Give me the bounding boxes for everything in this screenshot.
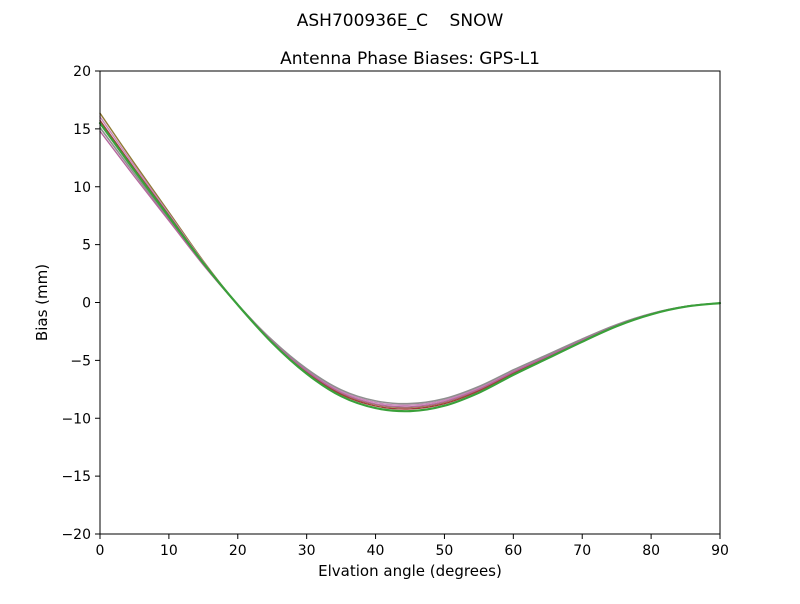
y-tick-label: 15 <box>73 122 91 138</box>
x-tick-label: 10 <box>160 543 178 559</box>
y-tick-label: 0 <box>82 296 91 312</box>
series-group <box>98 112 722 413</box>
x-tick-label: 0 <box>96 543 105 559</box>
series-line-trace-darkred <box>99 119 721 410</box>
x-tick-label: 30 <box>298 543 316 559</box>
series-line-trace-green <box>98 122 722 413</box>
x-tick-label: 60 <box>504 543 522 559</box>
series-line-trace-pink <box>99 116 721 406</box>
y-tick-label: −15 <box>61 469 91 485</box>
y-tick-label: 10 <box>73 180 91 196</box>
x-tick-label: 50 <box>436 543 454 559</box>
series-line-trace-gray <box>99 126 721 405</box>
y-tick-label: −20 <box>61 527 91 543</box>
figure-title: ASH700936E_C SNOW <box>297 11 504 31</box>
x-tick-label: 90 <box>711 543 729 559</box>
y-tick-label: 20 <box>73 64 91 80</box>
x-tick-label: 80 <box>642 543 660 559</box>
x-tick-label: 40 <box>367 543 385 559</box>
y-tick-label: 5 <box>82 238 91 254</box>
plot-area <box>99 70 721 535</box>
x-tick-label: 70 <box>573 543 591 559</box>
series-line-trace-orchid <box>99 130 721 408</box>
y-axis-label: Bias (mm) <box>33 264 51 341</box>
x-tick-label: 20 <box>229 543 247 559</box>
x-axis-label: Elvation angle (degrees) <box>318 562 502 580</box>
x-axis-ticks: 0 10 20 30 40 50 60 70 80 90 <box>96 534 729 559</box>
series-line-trace-olive <box>99 112 721 409</box>
axes-title: Antenna Phase Biases: GPS-L1 <box>280 49 540 69</box>
y-tick-label: −5 <box>70 353 91 369</box>
y-tick-label: −10 <box>61 411 91 427</box>
y-axis-ticks: −20 −15 −10 −5 0 5 10 15 20 <box>61 64 100 543</box>
